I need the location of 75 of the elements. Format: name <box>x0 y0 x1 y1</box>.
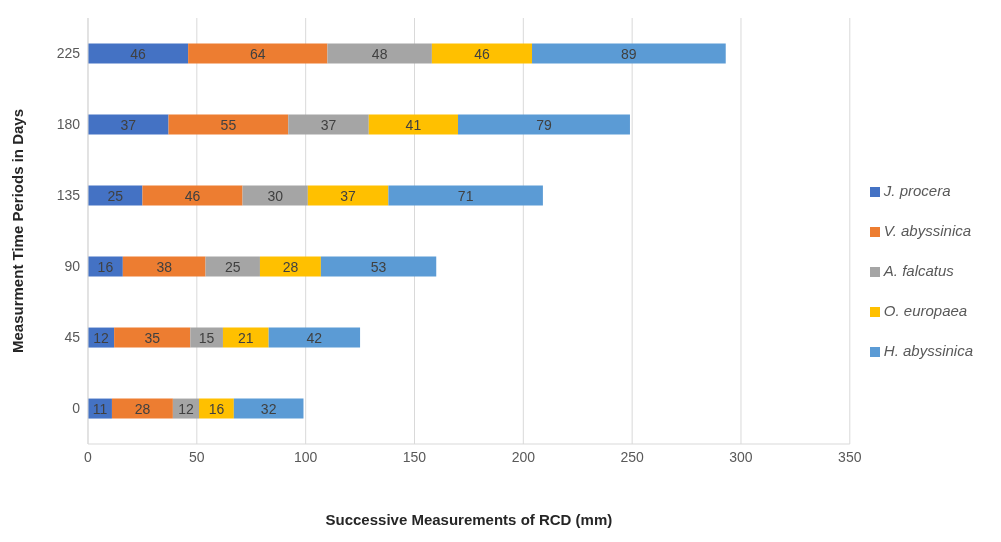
x-tick-label: 250 <box>620 448 645 465</box>
x-tick-label: 350 <box>838 448 862 465</box>
bar <box>307 185 389 206</box>
bar <box>458 114 630 135</box>
bar <box>188 43 328 64</box>
data-label: 35 <box>144 329 161 346</box>
y-axis-title: Measurment Time Periods in Days <box>9 109 27 353</box>
data-label: 25 <box>224 258 241 275</box>
data-label: 16 <box>208 400 225 417</box>
bar <box>268 327 361 348</box>
bar <box>532 43 726 64</box>
y-tick-label: 0 <box>72 400 81 417</box>
legend-label: H. abyssinica <box>883 342 973 359</box>
data-label: 30 <box>267 187 284 204</box>
bar <box>142 185 243 206</box>
data-label: 38 <box>156 258 173 275</box>
data-label: 25 <box>107 187 124 204</box>
legend-label: A. falcatus <box>883 262 954 279</box>
bar <box>259 256 321 277</box>
bar <box>114 327 191 348</box>
y-tick-label: 135 <box>56 187 81 204</box>
data-label: 55 <box>220 116 237 133</box>
bar <box>222 327 269 348</box>
bar <box>431 43 533 64</box>
data-label: 16 <box>97 258 114 275</box>
data-label: 79 <box>536 116 552 133</box>
data-label: 46 <box>130 45 147 62</box>
data-label: 11 <box>92 400 108 417</box>
data-label: 46 <box>184 187 201 204</box>
data-label: 48 <box>371 45 388 62</box>
bar <box>233 398 304 419</box>
y-tick-label: 45 <box>64 329 81 346</box>
bar <box>205 256 260 277</box>
y-tick-label: 225 <box>56 45 81 62</box>
legend-label: J. procera <box>883 182 951 199</box>
data-label: 42 <box>306 329 323 346</box>
data-label: 28 <box>282 258 299 275</box>
bar <box>190 327 223 348</box>
data-label: 12 <box>93 329 110 346</box>
x-tick-label: 200 <box>511 448 536 465</box>
bar <box>168 114 289 135</box>
data-label: 28 <box>134 400 151 417</box>
data-label: 21 <box>238 329 254 346</box>
data-label: 46 <box>474 45 490 62</box>
bar <box>88 43 189 64</box>
bar <box>327 43 432 64</box>
y-tick-label: 90 <box>64 258 81 275</box>
x-tick-label: 100 <box>293 448 318 465</box>
data-label: 37 <box>120 116 137 133</box>
bar <box>388 185 543 206</box>
bar <box>88 114 169 135</box>
data-label: 32 <box>260 400 277 417</box>
data-label: 15 <box>198 329 215 346</box>
data-label: 41 <box>405 116 422 133</box>
bar <box>111 398 173 419</box>
bar <box>320 256 437 277</box>
data-label: 37 <box>340 187 357 204</box>
bar <box>242 185 308 206</box>
data-label: 64 <box>249 45 266 62</box>
x-tick-label: 50 <box>189 448 205 465</box>
legend-label: V. abyssinica <box>883 222 972 239</box>
x-axis-title: Successive Measurements of RCD (mm) <box>325 510 613 528</box>
bar <box>122 256 206 277</box>
legend-label: O. europaea <box>883 302 968 319</box>
y-tick-label: 180 <box>56 116 81 133</box>
data-label: 53 <box>370 258 387 275</box>
data-label: 37 <box>320 116 337 133</box>
x-tick-label: 300 <box>729 448 753 465</box>
x-tick-label: 0 <box>84 448 93 465</box>
bar <box>288 114 369 135</box>
data-label: 89 <box>621 45 637 62</box>
data-label: 71 <box>457 187 474 204</box>
data-label: 12 <box>178 400 194 417</box>
bar <box>368 114 459 135</box>
x-tick-label: 150 <box>402 448 427 465</box>
